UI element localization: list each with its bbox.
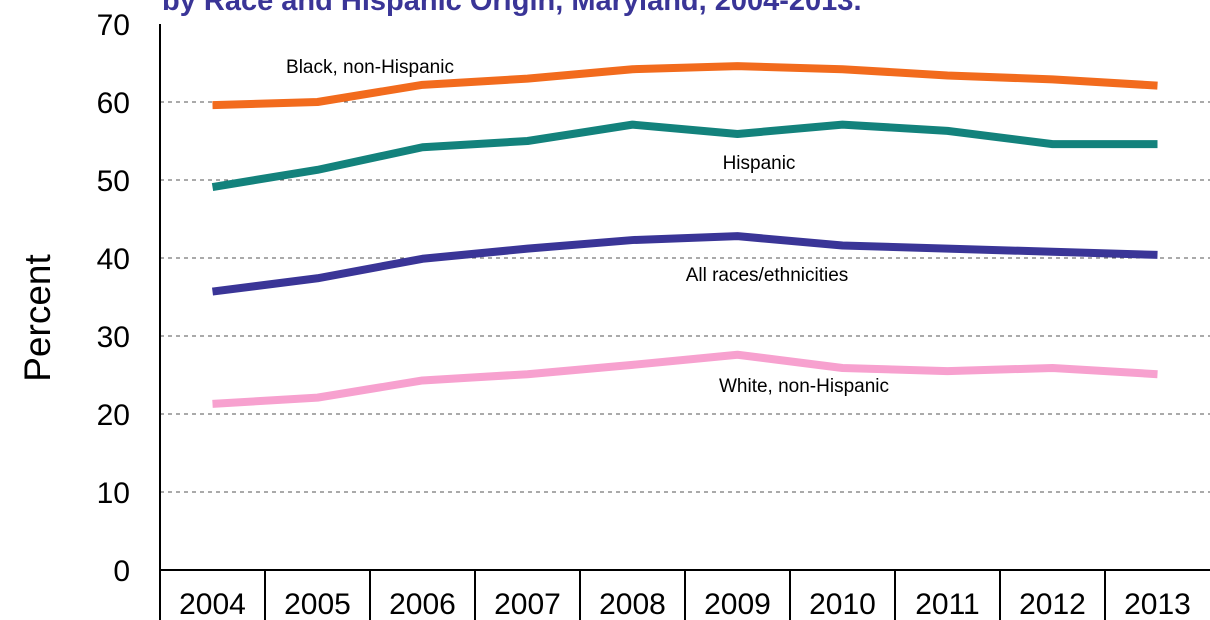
series-line-2 bbox=[211, 232, 1158, 296]
x-tick-label: 2012 bbox=[1019, 588, 1086, 620]
series-line-1 bbox=[211, 120, 1158, 191]
gridlines bbox=[160, 101, 1210, 493]
series-label: All races/ethnicities bbox=[686, 265, 849, 286]
series-label: White, non-Hispanic bbox=[719, 376, 889, 397]
series-label: Hispanic bbox=[723, 153, 796, 174]
x-tick-label: 2007 bbox=[494, 588, 561, 620]
y-tick-label: 60 bbox=[97, 87, 130, 120]
y-tick-label: 30 bbox=[97, 321, 130, 354]
x-tick-label: 2013 bbox=[1124, 588, 1191, 620]
x-tick-label: 2004 bbox=[179, 588, 246, 620]
series-label: Black, non-Hispanic bbox=[286, 57, 454, 78]
x-tick-label: 2009 bbox=[704, 588, 771, 620]
y-tick-label: 70 bbox=[97, 9, 130, 42]
chart-title: by Race and Hispanic Origin, Maryland, 2… bbox=[162, 0, 862, 17]
y-tick-label: 20 bbox=[97, 399, 130, 432]
x-tick-label: 2006 bbox=[389, 588, 456, 620]
series-labels: Black, non-Hispanic Hispanic All races/eth… bbox=[286, 57, 889, 397]
x-axis: 2004 2005 2006 2007 2008 2009 2010 2011 2012 2013 bbox=[160, 569, 1210, 620]
series-line-3 bbox=[212, 350, 1158, 408]
x-tick-label: 2010 bbox=[809, 588, 876, 620]
series-lines bbox=[211, 62, 1158, 408]
series-line-0 bbox=[212, 62, 1158, 110]
y-tick-label: 10 bbox=[97, 477, 130, 510]
y-tick-label: 0 bbox=[113, 555, 130, 588]
y-tick-label: 40 bbox=[97, 243, 130, 276]
y-tick-labels: 0 10 20 30 40 50 60 70 bbox=[97, 9, 130, 588]
x-tick-label: 2008 bbox=[599, 588, 666, 620]
y-axis-label: Percent bbox=[17, 254, 58, 382]
y-tick-label: 50 bbox=[97, 165, 130, 198]
x-tick-label: 2011 bbox=[915, 588, 980, 620]
x-tick-label: 2005 bbox=[284, 588, 351, 620]
